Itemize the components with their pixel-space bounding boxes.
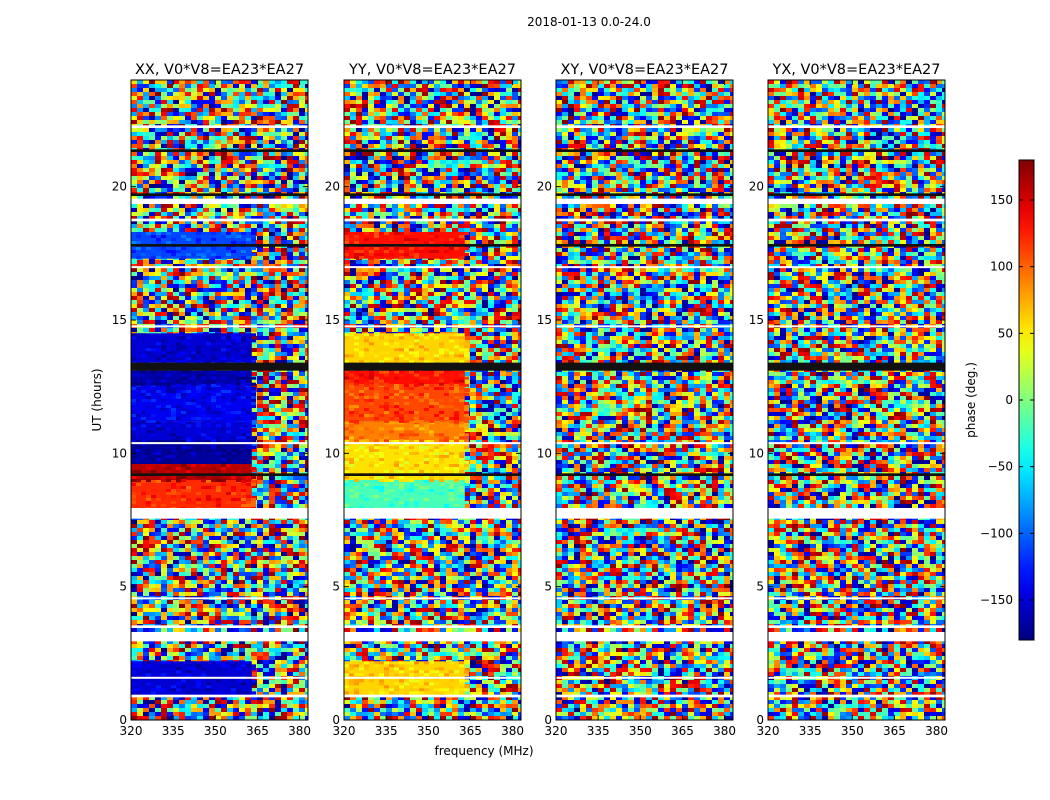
y-tick-label: 5 <box>544 580 552 594</box>
colorbar-tick-label: 50 <box>998 326 1013 340</box>
y-tick-label: 5 <box>119 580 127 594</box>
x-tick-label: 365 <box>671 724 694 738</box>
x-tick-label: 380 <box>713 724 736 738</box>
y-tick-label: 15 <box>749 313 764 327</box>
colorbar-label: phase (deg.) <box>964 362 978 438</box>
colorbar-tick-label: −100 <box>980 526 1013 540</box>
panel-yx: YX, V0*V8=EA23*EA27 320 335 350 365 380 0 5 10 15… <box>749 62 948 738</box>
y-tick-label: 0 <box>756 713 764 727</box>
y-tick-label: 15 <box>537 313 552 327</box>
x-tick-label: 350 <box>417 724 440 738</box>
x-tick-label: 365 <box>459 724 482 738</box>
panel-title: YX, V0*V8=EA23*EA27 <box>771 62 940 78</box>
x-tick-label: 320 <box>757 724 780 738</box>
y-tick-label: 15 <box>112 313 127 327</box>
panel-xx: XX, V0*V8=EA23*EA27 320 335 350 365 380 0 5 10 15… <box>112 62 311 738</box>
heatmap-xy <box>556 80 733 720</box>
heatmap-yx <box>768 80 945 720</box>
colorbar-tick-label: 0 <box>1005 393 1013 407</box>
plot-frame <box>130 79 309 721</box>
x-tick-label: 350 <box>841 724 864 738</box>
colorbar-tick-label: 150 <box>990 193 1013 207</box>
panel-title: XX, V0*V8=EA23*EA27 <box>135 62 304 78</box>
y-tick-label: 10 <box>537 446 552 460</box>
panel-title: YY, V0*V8=EA23*EA27 <box>348 62 516 78</box>
figure-suptitle: 2018-01-13 0.0-24.0 <box>527 15 651 29</box>
x-tick-label: 380 <box>288 724 311 738</box>
x-axis-label: frequency (MHz) <box>434 744 533 758</box>
x-tick-label: 320 <box>333 724 356 738</box>
y-tick-label: 15 <box>325 313 340 327</box>
y-tick-label: 10 <box>749 446 764 460</box>
x-tick-label: 335 <box>799 724 822 738</box>
y-tick-label: 20 <box>325 180 340 194</box>
x-tick-label: 380 <box>925 724 948 738</box>
y-tick-label: 0 <box>544 713 552 727</box>
heatmap-yy <box>344 80 521 720</box>
y-axis-label: UT (hours) <box>90 368 104 431</box>
y-tick-label: 0 <box>119 713 127 727</box>
x-tick-label: 335 <box>162 724 185 738</box>
y-tick-label: 20 <box>112 180 127 194</box>
colorbar-tick-label: −50 <box>988 460 1013 474</box>
y-tick-label: 0 <box>332 713 340 727</box>
panel-xy: XY, V0*V8=EA23*EA27 320 335 350 365 380 0 5 10 15… <box>537 62 736 738</box>
x-tick-label: 320 <box>545 724 568 738</box>
x-tick-label: 380 <box>501 724 524 738</box>
x-tick-label: 350 <box>204 724 227 738</box>
colorbar: −150 −100 −50 0 50 100 150 <box>980 159 1035 641</box>
colorbar-tick-label: 100 <box>990 260 1013 274</box>
panels: XX, V0*V8=EA23*EA27 320 335 350 365 380 0 5 10 15… <box>112 62 948 738</box>
heatmap-xx <box>131 80 308 720</box>
plot-frame <box>555 79 734 721</box>
y-tick-label: 20 <box>537 180 552 194</box>
panel-yy: YY, V0*V8=EA23*EA27 320 335 350 365 380 0 5 10 15… <box>325 62 524 738</box>
plot-frame <box>343 79 522 721</box>
x-tick-label: 335 <box>587 724 610 738</box>
y-tick-label: 10 <box>325 446 340 460</box>
x-tick-label: 365 <box>246 724 269 738</box>
colorbar-tick-label: −150 <box>980 593 1013 607</box>
panel-title: XY, V0*V8=EA23*EA27 <box>560 62 728 78</box>
y-tick-label: 5 <box>332 580 340 594</box>
x-tick-label: 320 <box>120 724 143 738</box>
y-tick-label: 20 <box>749 180 764 194</box>
y-tick-label: 5 <box>756 580 764 594</box>
x-tick-label: 365 <box>883 724 906 738</box>
plot-frame <box>767 79 946 721</box>
y-tick-label: 10 <box>112 446 127 460</box>
x-tick-label: 335 <box>375 724 398 738</box>
x-tick-label: 350 <box>629 724 652 738</box>
